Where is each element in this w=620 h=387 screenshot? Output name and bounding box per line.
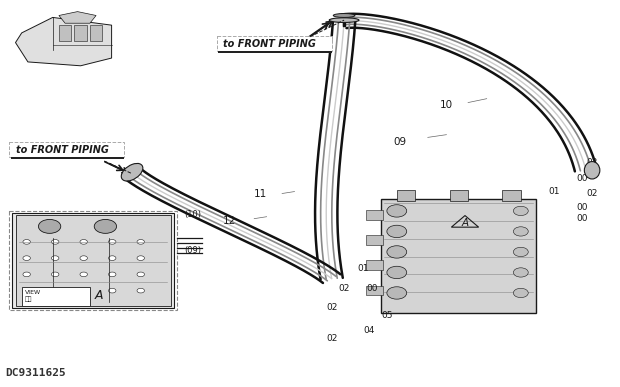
FancyBboxPatch shape: [381, 199, 536, 313]
Text: A: A: [95, 289, 104, 302]
Circle shape: [23, 272, 30, 277]
Bar: [22, 287, 90, 306]
Circle shape: [387, 225, 407, 238]
Circle shape: [80, 240, 87, 244]
Text: 10: 10: [440, 100, 453, 110]
Circle shape: [80, 256, 87, 260]
Bar: [397, 190, 415, 201]
Circle shape: [51, 240, 59, 244]
Circle shape: [80, 288, 87, 293]
Circle shape: [51, 288, 59, 293]
Ellipse shape: [122, 163, 143, 181]
Text: A: A: [461, 218, 469, 228]
Circle shape: [108, 256, 116, 260]
Ellipse shape: [329, 18, 359, 22]
Bar: [450, 190, 468, 201]
Text: 00: 00: [577, 214, 588, 223]
Circle shape: [387, 205, 407, 217]
Text: 02: 02: [326, 334, 337, 343]
Bar: [366, 286, 383, 295]
Circle shape: [108, 240, 116, 244]
Bar: [16, 215, 170, 306]
Circle shape: [80, 272, 87, 277]
Text: 11: 11: [254, 189, 267, 199]
Bar: [366, 235, 383, 245]
Text: 02: 02: [586, 158, 597, 167]
Text: to FRONT PIPING: to FRONT PIPING: [16, 145, 108, 155]
Text: (10): (10): [184, 210, 201, 219]
Circle shape: [137, 288, 144, 293]
Bar: [218, 51, 332, 53]
Circle shape: [108, 272, 116, 277]
Text: 00: 00: [577, 202, 588, 212]
Circle shape: [23, 256, 30, 260]
Text: 05: 05: [382, 311, 393, 320]
Circle shape: [38, 219, 61, 233]
Bar: [11, 157, 124, 159]
Text: 02: 02: [586, 189, 597, 198]
Bar: [366, 260, 383, 270]
Bar: [366, 210, 383, 220]
Circle shape: [387, 266, 407, 279]
Circle shape: [23, 288, 30, 293]
Circle shape: [513, 227, 528, 236]
Text: 00: 00: [366, 284, 378, 293]
Circle shape: [108, 288, 116, 293]
Text: 12: 12: [223, 216, 236, 226]
Text: 01: 01: [549, 187, 560, 196]
Circle shape: [137, 272, 144, 277]
Circle shape: [513, 206, 528, 216]
Circle shape: [51, 256, 59, 260]
Polygon shape: [16, 17, 112, 66]
Circle shape: [513, 247, 528, 257]
Text: 02: 02: [326, 303, 337, 312]
Bar: [9, 211, 177, 310]
Text: 04: 04: [363, 326, 374, 336]
Text: 01: 01: [357, 264, 368, 274]
Circle shape: [23, 240, 30, 244]
Text: (09): (09): [184, 247, 201, 255]
Circle shape: [513, 268, 528, 277]
Circle shape: [387, 287, 407, 299]
Text: 02: 02: [339, 284, 350, 293]
Ellipse shape: [584, 162, 600, 179]
Bar: [502, 190, 521, 201]
Text: VIEW: VIEW: [25, 290, 41, 295]
Ellipse shape: [334, 14, 355, 17]
Circle shape: [94, 219, 117, 233]
Circle shape: [137, 240, 144, 244]
Bar: [9, 142, 124, 157]
Circle shape: [387, 246, 407, 258]
Bar: [12, 213, 174, 308]
Bar: [59, 25, 71, 41]
Circle shape: [51, 272, 59, 277]
Text: to FRONT PIPING: to FRONT PIPING: [223, 39, 316, 49]
Text: 矢視: 矢視: [25, 297, 32, 302]
Text: 00: 00: [577, 173, 588, 183]
Circle shape: [137, 256, 144, 260]
Text: 09: 09: [393, 137, 406, 147]
Bar: [90, 25, 102, 41]
Bar: [217, 36, 332, 51]
Text: DC9311625: DC9311625: [5, 368, 66, 378]
Polygon shape: [59, 12, 96, 23]
Bar: [74, 25, 87, 41]
Circle shape: [513, 288, 528, 298]
